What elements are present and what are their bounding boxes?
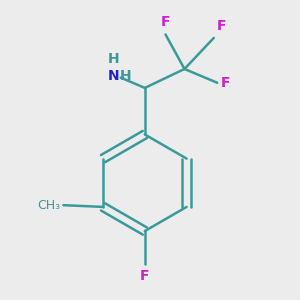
Text: CH₃: CH₃ [37,199,60,212]
Text: F: F [161,15,170,29]
Text: F: F [221,76,230,90]
Text: H: H [108,52,120,66]
Text: F: F [217,19,227,33]
Text: H: H [120,69,132,83]
Text: N: N [108,69,120,83]
Text: F: F [140,269,150,283]
